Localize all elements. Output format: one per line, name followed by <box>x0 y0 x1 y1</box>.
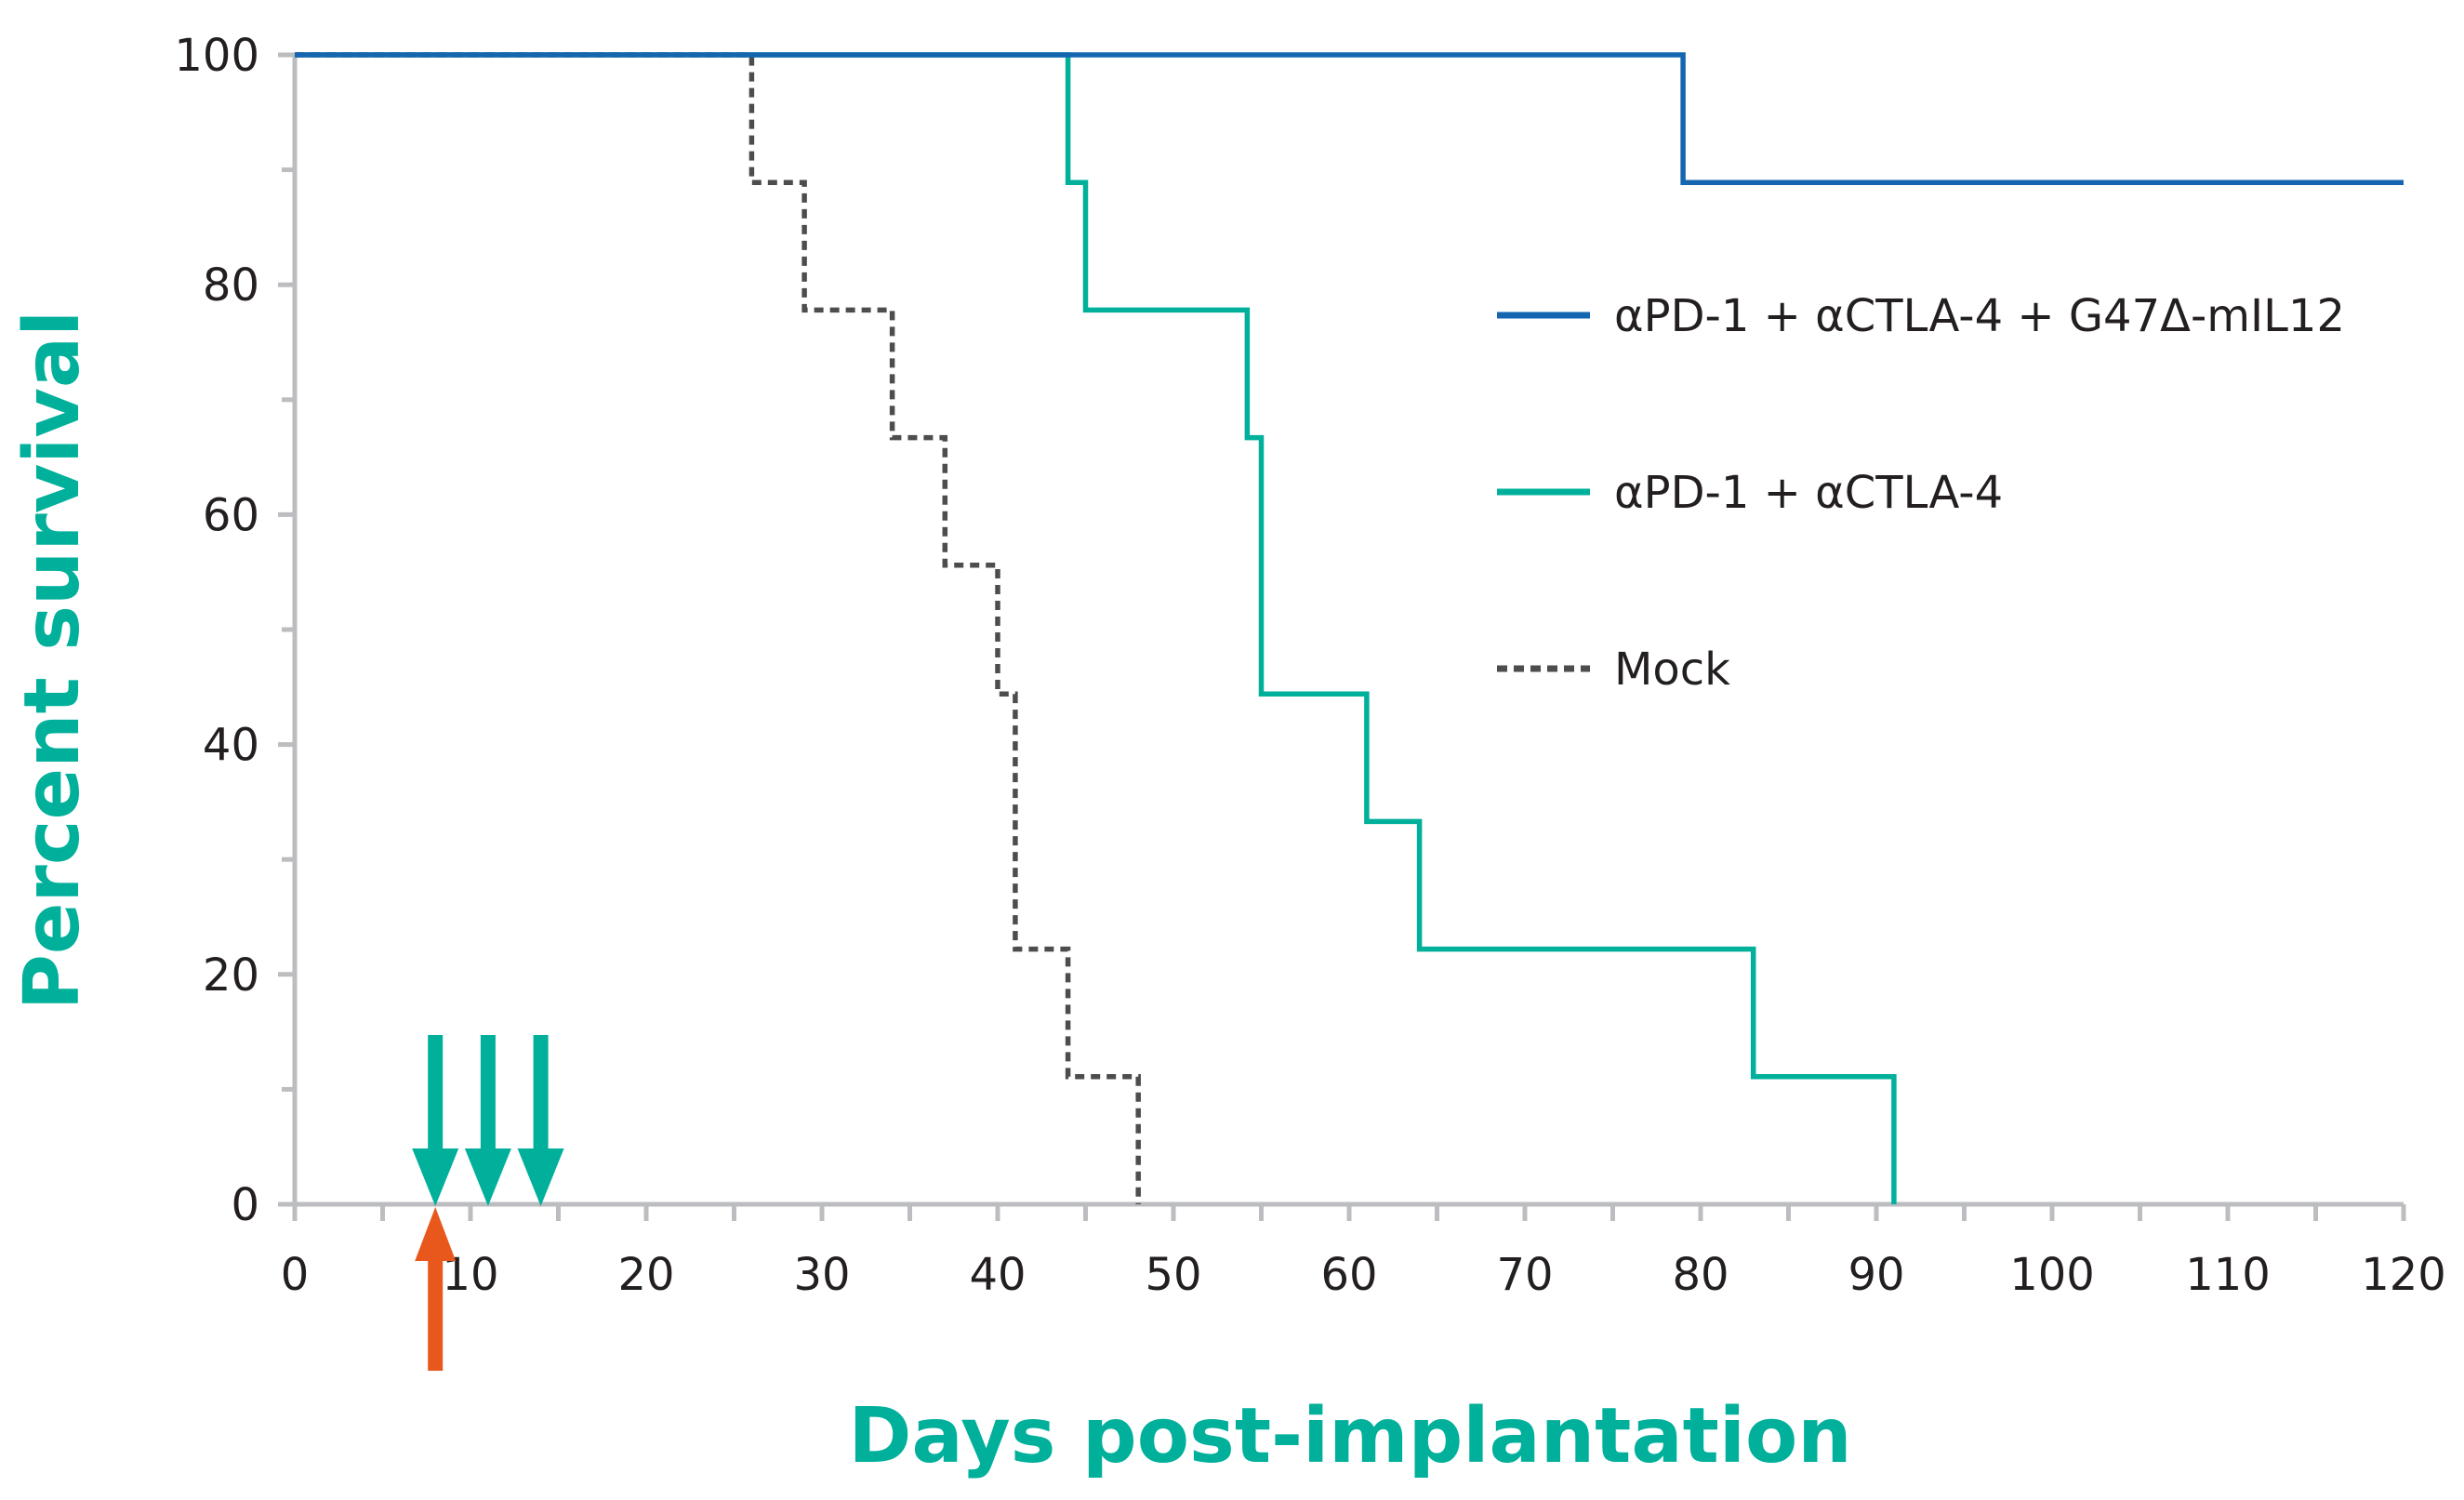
x-tick-label: 50 <box>1145 1249 1201 1301</box>
legend: αPD-1 + αCTLA-4 + G47Δ-mIL12 αPD-1 + αCTL… <box>1497 290 2345 696</box>
legend-label: Mock <box>1614 644 1730 696</box>
x-tick-label: 0 <box>281 1249 310 1301</box>
legend-label: αPD-1 + αCTLA-4 + G47Δ-mIL12 <box>1614 290 2345 342</box>
y-axis-title: Percent survival <box>8 311 97 1011</box>
x-tick-label: 70 <box>1496 1249 1553 1301</box>
treatment-arrow-shaft <box>428 1035 444 1158</box>
x-tick-label: 80 <box>1672 1249 1729 1301</box>
x-tick-label: 120 <box>2361 1249 2446 1301</box>
x-tick-label: 110 <box>2185 1249 2271 1301</box>
x-tick-label: 30 <box>793 1249 850 1301</box>
x-tick-label: 100 <box>2009 1249 2095 1301</box>
y-tick-label: 60 <box>203 489 259 541</box>
x-tick-label: 20 <box>617 1249 674 1301</box>
x-axis-title: Days post-implantation <box>848 1392 1851 1480</box>
treatment-arrow-shaft <box>533 1035 549 1158</box>
y-tick-label: 20 <box>203 949 259 1002</box>
series-line-1 <box>295 52 1897 1204</box>
treatment-arrow-head <box>464 1148 511 1206</box>
treatment-arrow-head <box>517 1148 564 1206</box>
x-tick-label: 60 <box>1320 1249 1377 1301</box>
series-line-0 <box>295 52 2404 185</box>
implant-arrow-shaft <box>428 1257 444 1371</box>
treatment-arrow-shaft <box>480 1035 496 1158</box>
x-tick-label: 40 <box>969 1249 1026 1301</box>
y-tick-label: 80 <box>203 259 259 312</box>
implant-arrow-head <box>415 1207 457 1261</box>
y-tick-label: 40 <box>203 720 259 772</box>
legend-label: αPD-1 + αCTLA-4 <box>1614 467 2003 519</box>
treatment-arrow-head <box>412 1148 459 1206</box>
y-tick-label: 0 <box>231 1179 259 1231</box>
y-tick-label: 100 <box>174 30 259 82</box>
series-line-2 <box>295 52 1141 1204</box>
x-tick-label: 90 <box>1848 1249 1904 1301</box>
series-lines <box>295 52 2404 1204</box>
annotations <box>412 1035 564 1371</box>
